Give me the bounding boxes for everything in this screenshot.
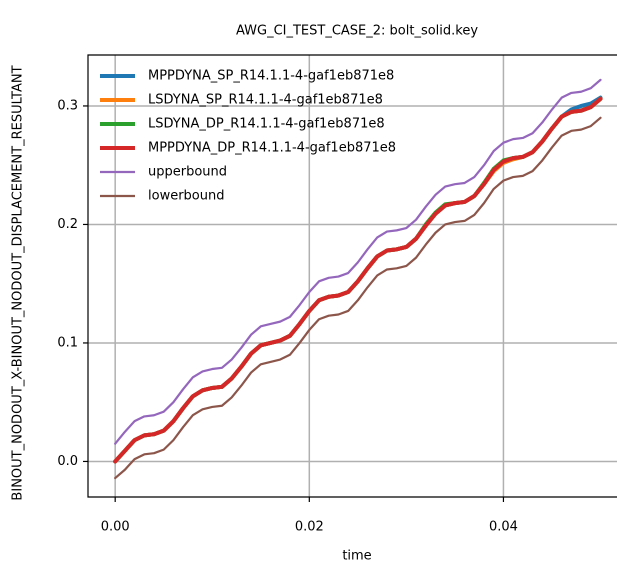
legend-label: LSDYNA_DP_R14.1.1-4-gaf1eb871e8	[148, 117, 385, 132]
y-tick-label: 0.2	[57, 217, 78, 232]
y-tick-label: 0.3	[57, 98, 78, 113]
x-tick-label: 0.04	[489, 520, 518, 535]
legend-label: lowerbound	[148, 189, 224, 204]
legend-label: LSDYNA_SP_R14.1.1-4-gaf1eb871e8	[148, 93, 383, 108]
chart-title: AWG_CI_TEST_CASE_2: bolt_solid.key	[236, 24, 478, 39]
x-tick-label: 0.00	[101, 520, 130, 535]
y-tick-label: 0.0	[57, 454, 78, 469]
legend-label: MPPDYNA_DP_R14.1.1-4-gaf1eb871e8	[148, 141, 396, 156]
y-axis-label: BINOUT_NODOUT_X-BINOUT_NODOUT_DISPLACEME…	[11, 65, 26, 500]
axis-frame	[87, 54, 617, 498]
legend-label: upperbound	[148, 165, 227, 180]
legend: MPPDYNA_SP_R14.1.1-4-gaf1eb871e8 LSDYNA_S…	[100, 69, 396, 204]
series-line	[114, 78, 602, 445]
legend-label: MPPDYNA_SP_R14.1.1-4-gaf1eb871e8	[148, 69, 394, 84]
x-tick-label: 0.02	[295, 520, 324, 535]
y-tick-label: 0.1	[57, 335, 78, 350]
series-line	[114, 116, 602, 480]
series-line	[113, 96, 603, 464]
plot-area	[113, 78, 603, 480]
x-axis-label: time	[342, 549, 371, 564]
